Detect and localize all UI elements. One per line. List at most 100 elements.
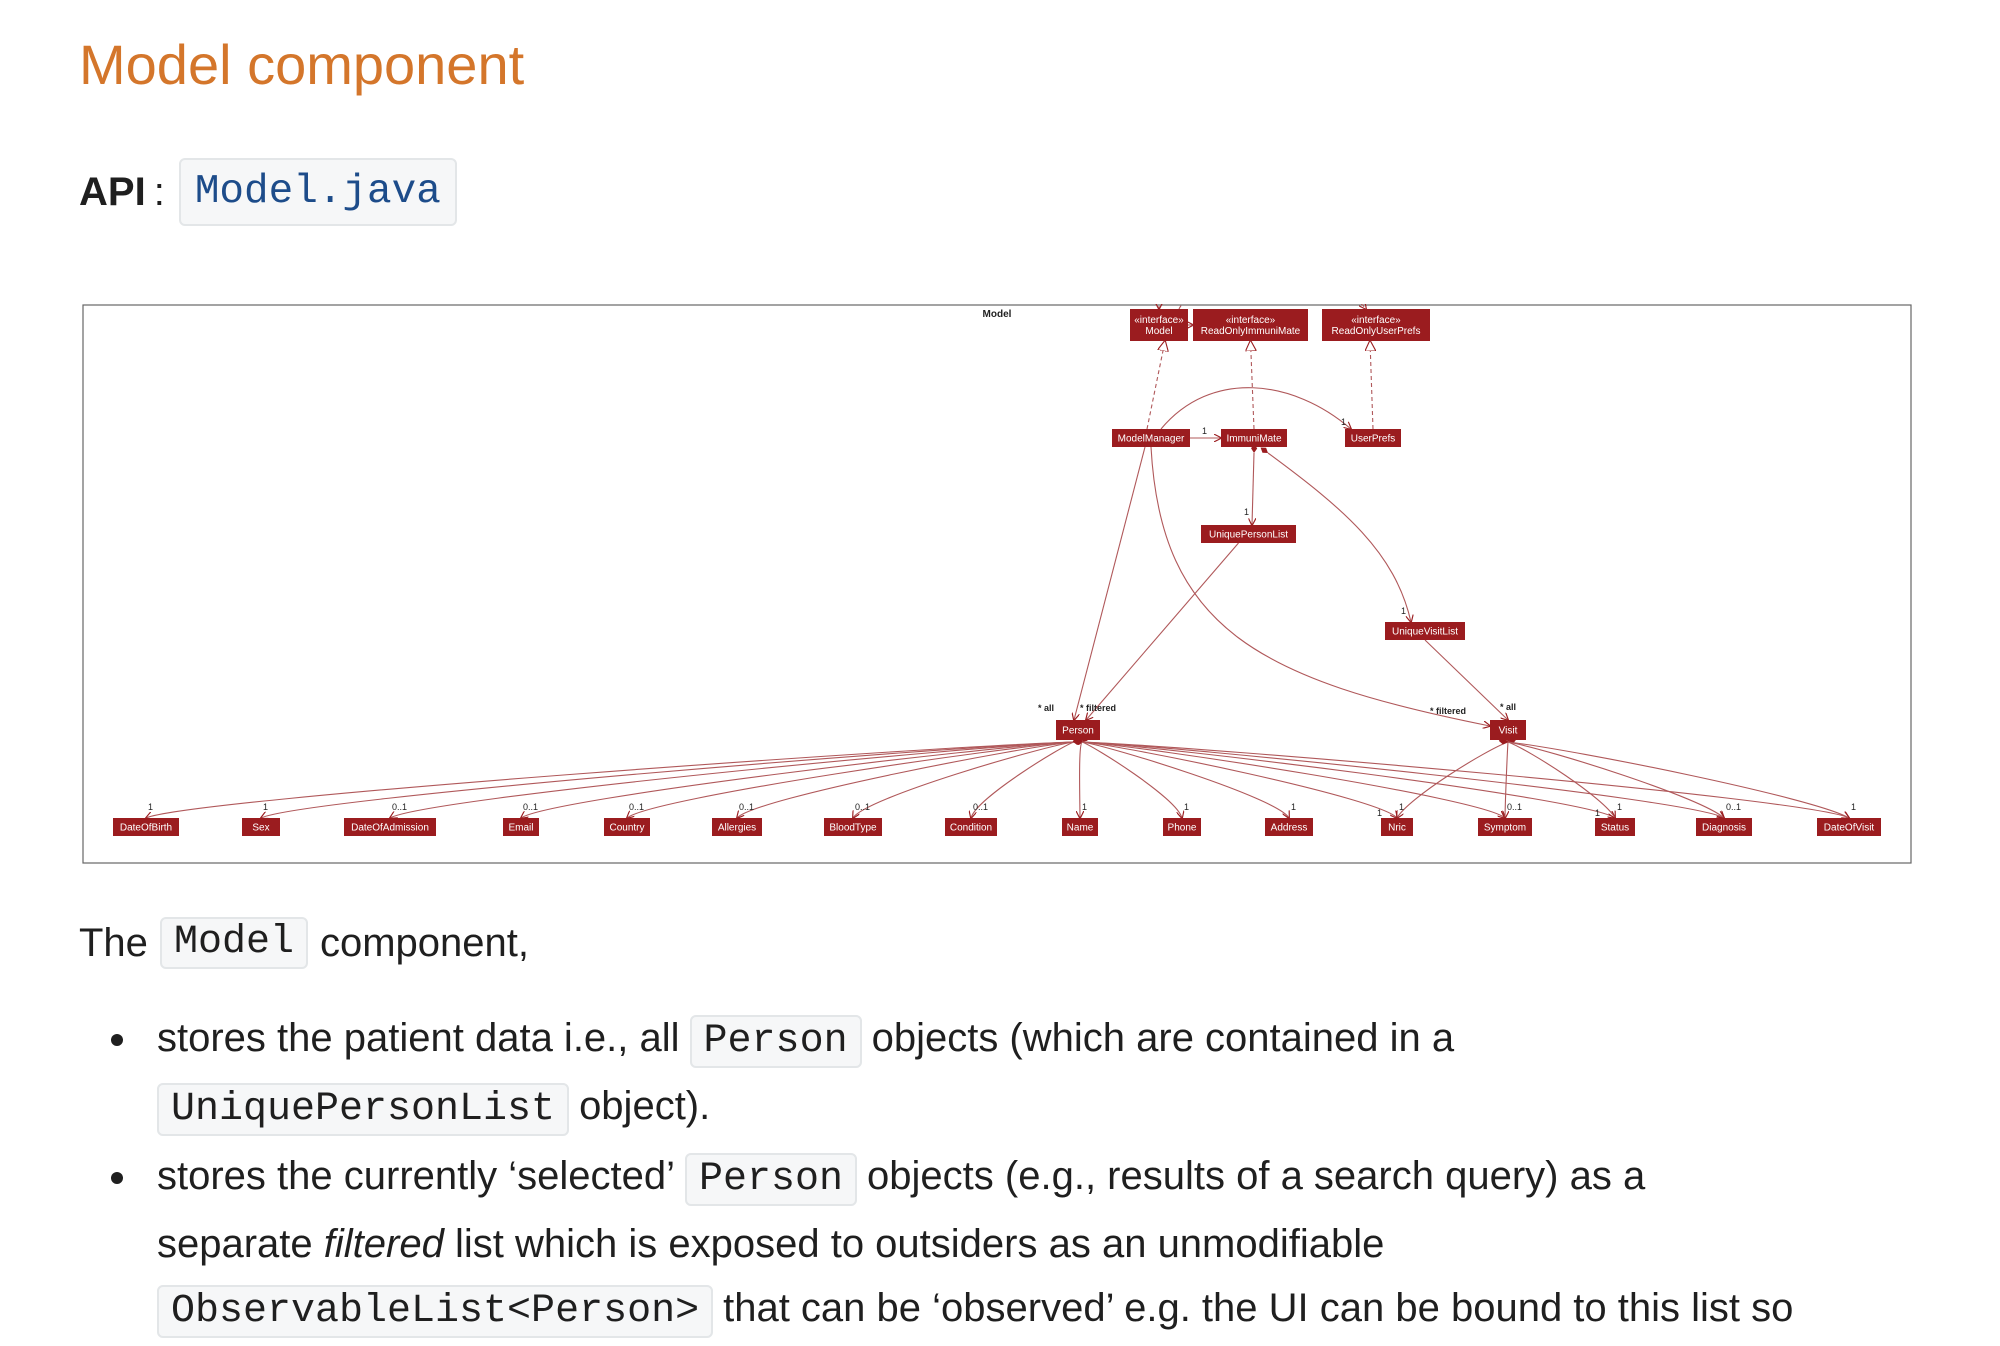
multiplicity-label: 0..1 [739,802,754,812]
multiplicity-label: 1 [263,802,268,812]
uml-class-name: Status [1601,823,1629,834]
uml-class-roup: «interface»ReadOnlyUserPrefs [1322,309,1430,341]
bullet-text: objects (e.g., results of a search query… [867,1154,1646,1198]
uml-class-name: «interface» [1226,315,1276,326]
multiplicity-label: * all [1500,702,1516,712]
multiplicity-label: 1 [1244,507,1249,517]
uml-class-email: Email [503,818,539,836]
intro-text-before: The [79,921,148,965]
multiplicity-label: 1 [1184,802,1189,812]
multiplicity-label: 1 [1595,808,1600,818]
bullet-text: list which is exposed to outsiders as an… [454,1222,1385,1266]
uml-class-dob: DateOfBirth [113,818,179,836]
composition-edge [1397,742,1508,818]
uml-class-condition: Condition [945,818,997,836]
bullet-text: object). [579,1084,711,1128]
association-edge [1160,387,1351,429]
uml-class-phone: Phone [1163,818,1201,836]
uml-class-name: «interface» [1134,315,1184,326]
composition-edge [1268,453,1411,622]
multiplicity-label: 0..1 [1507,802,1522,812]
package-label: Model [983,309,1012,320]
multiplicity-label: 0..1 [973,802,988,812]
uml-class-name: Diagnosis [1702,823,1746,834]
uml-class-diagnosis: Diagnosis [1696,818,1752,836]
api-line: API : Model.java [79,158,457,226]
uml-class-im: ImmuniMate [1221,429,1287,447]
model-class-diagram: Model 1 1 1 1 * all * filtered * filtered * all… [82,304,1912,864]
bullet-2-line-1: stores the currently ‘selected’ Person obj… [157,1144,1959,1212]
uml-class-country: Country [604,818,650,836]
multiplicity-label: 0..1 [523,802,538,812]
bullet-text: that can be ‘observed’ e.g. the UI can b… [723,1286,1794,1330]
api-file-link[interactable]: Model.java [178,158,457,226]
intro-text-after: component, [319,921,529,965]
association-edge [1074,446,1146,720]
multiplicity-label: * filtered [1080,703,1116,713]
uml-class-name: Sex [252,823,269,834]
multiplicity-label: 1 [1291,802,1296,812]
association-edge [1424,639,1508,720]
uml-class-name: Name [1067,823,1094,834]
multiplicity-label: 1 [1617,802,1622,812]
association-edge [1086,542,1239,720]
uml-class-mm: ModelManager [1112,429,1190,447]
realization-edge [1146,341,1165,430]
bullet-1-line-1: stores the patient data i.e., all Person o… [157,1006,1959,1074]
uml-class-sex: Sex [242,818,280,836]
uml-class-doa: DateOfAdmission [344,818,436,836]
uml-class-name: Allergies [718,823,756,834]
uml-class-uvl: UniqueVisitList [1385,622,1465,640]
uml-class-name: Email [508,823,533,834]
uml-class-name: «interface» [1351,315,1401,326]
page-title: Model component [79,33,525,96]
uml-class-rom: «interface»ReadOnlyImmuniMate [1193,309,1308,341]
uml-diagram-svg: Model 1 1 1 1 * all * filtered * filtered * all… [82,304,1912,864]
uml-class-name: UserPrefs [1351,434,1395,445]
multiplicity-label: 1 [1399,802,1404,812]
list-item: stores the patient data i.e., all Person o… [79,1006,1959,1142]
uml-class-name: DateOfAdmission [351,823,429,834]
multiplicity-label: 1 [148,802,153,812]
bullet-text: objects (which are contained in a [871,1016,1455,1060]
uml-class-model: «interface»Model [1130,309,1188,341]
bullet-text: stores the currently ‘selected’ [157,1154,676,1198]
multiplicity-label: * all [1038,703,1054,713]
multiplicity-label: 0..1 [629,802,644,812]
uml-class-name: UniqueVisitList [1392,627,1458,638]
uml-class-name: Condition [950,823,992,834]
association-edge [1150,446,1490,726]
uml-class-name: DateOfVisit [1824,823,1875,834]
inline-code: Person [685,1153,858,1206]
multiplicity-label: 0..1 [1726,802,1741,812]
model-responsibilities-list: stores the patient data i.e., all Person o… [79,1006,1959,1346]
realization-edge [1370,341,1373,430]
inline-code: ObservableList<Person> [157,1285,714,1338]
intro-paragraph: The Model component, [79,912,529,974]
uml-class-bloodtype: BloodType [824,818,882,836]
bullet-1-line-2: UniquePersonList object). [147,1074,1959,1142]
uml-class-address: Address [1265,818,1313,836]
composition-edge [1508,742,1849,818]
uml-class-name: Phone [1168,823,1197,834]
uml-class-name: Visit [1499,726,1518,737]
uml-class-name: ModelManager [1118,434,1185,445]
multiplicity-label: 1 [1341,417,1346,427]
multiplicity-label: * filtered [1430,706,1466,716]
uml-class-visit: Visit [1490,720,1526,740]
uml-class-symptom: Symptom [1478,818,1532,836]
uml-class-nric: Nric [1381,818,1413,836]
uml-class-name: Name [1062,818,1098,836]
multiplicity-label: 1 [1851,802,1856,812]
api-colon: : [153,170,165,214]
multiplicity-label: 1 [1401,606,1406,616]
emphasis-text: filtered [323,1222,444,1266]
composition-edge [1252,453,1254,525]
uml-class-name: Address [1271,823,1308,834]
list-item: stores the currently ‘selected’ Person obj… [79,1144,1959,1344]
multiplicity-label: 1 [1377,808,1382,818]
uml-class-person: Person [1056,720,1100,740]
multiplicity-label: 1 [1082,802,1087,812]
composition-edge [971,742,1074,818]
multiplicity-label: 1 [1202,426,1207,436]
